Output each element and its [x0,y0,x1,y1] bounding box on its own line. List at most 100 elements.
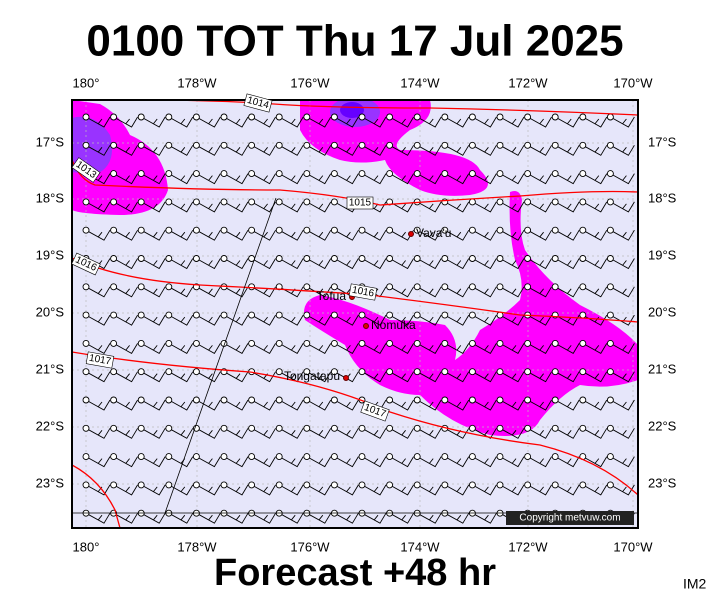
barb [223,173,249,185]
barb [251,427,276,439]
barb [389,512,414,524]
station [82,481,90,489]
copyright: Copyright metvuw.com [519,513,620,524]
station [248,339,256,347]
barb [223,427,249,439]
station [137,113,145,121]
station [110,113,118,121]
barb [140,512,166,524]
barb [554,371,580,383]
station [386,396,394,404]
barb [554,484,580,496]
station [551,339,559,347]
isobar-label-box [346,196,374,210]
barb [472,286,497,298]
barb [444,144,470,156]
barb [582,116,608,128]
barb [113,173,138,185]
barb [389,371,414,383]
station [110,141,118,149]
lat-label: 20°S [648,304,677,319]
station [468,481,476,489]
isobar-label-box [243,93,273,113]
station [137,396,145,404]
station [386,311,394,319]
barb [472,258,497,270]
station [468,198,476,206]
station [551,283,559,291]
barb [361,456,387,468]
station [137,339,145,347]
barb [113,512,138,524]
barb [554,456,580,468]
isobar-label: 1015 [349,198,372,209]
barb [472,399,497,411]
barb [306,371,332,383]
barb [85,427,111,439]
station [413,396,421,404]
station [165,368,173,376]
barb [444,484,470,496]
barb [361,427,387,439]
lat-label: 21°S [36,361,65,376]
lon-label: 174°W [400,539,440,554]
barb [113,116,138,128]
barb [85,371,111,383]
barb [610,258,635,270]
station [413,170,421,178]
barb [306,314,332,326]
barb [251,116,276,128]
barb [278,173,304,185]
station [606,170,614,178]
barb [168,371,194,383]
station [524,170,532,178]
station [468,396,476,404]
station [413,141,421,149]
lat-label: 19°S [648,247,677,262]
barb [610,343,635,355]
lat-label: 17°S [36,134,65,149]
station [468,226,476,234]
barb [251,343,276,355]
station [579,311,587,319]
barb [444,512,470,524]
barb [416,229,442,241]
lat-label: 19°S [36,247,65,262]
barb [389,314,414,326]
lat-label: 22°S [36,418,65,433]
station [330,198,338,206]
barb [85,286,111,298]
station [524,226,532,234]
barb [389,201,414,213]
station [386,226,394,234]
barb [196,116,221,128]
barb [499,173,525,185]
station [386,283,394,291]
barb [582,484,608,496]
station [248,424,256,432]
isobar-label-box [71,252,101,276]
barb [251,484,276,496]
station [441,311,449,319]
station [606,368,614,376]
barb [113,144,138,156]
station [606,198,614,206]
station [248,311,256,319]
station [82,424,90,432]
barb [499,314,525,326]
station [413,283,421,291]
barb [416,512,442,524]
station [165,424,173,432]
barb [334,399,359,411]
barb [499,427,525,439]
barb [278,399,304,411]
station [413,424,421,432]
barb [610,116,635,128]
barb [306,512,332,524]
station [524,368,532,376]
station [192,311,200,319]
station [248,141,256,149]
station [82,226,90,234]
barb [140,173,166,185]
barb [278,201,304,213]
